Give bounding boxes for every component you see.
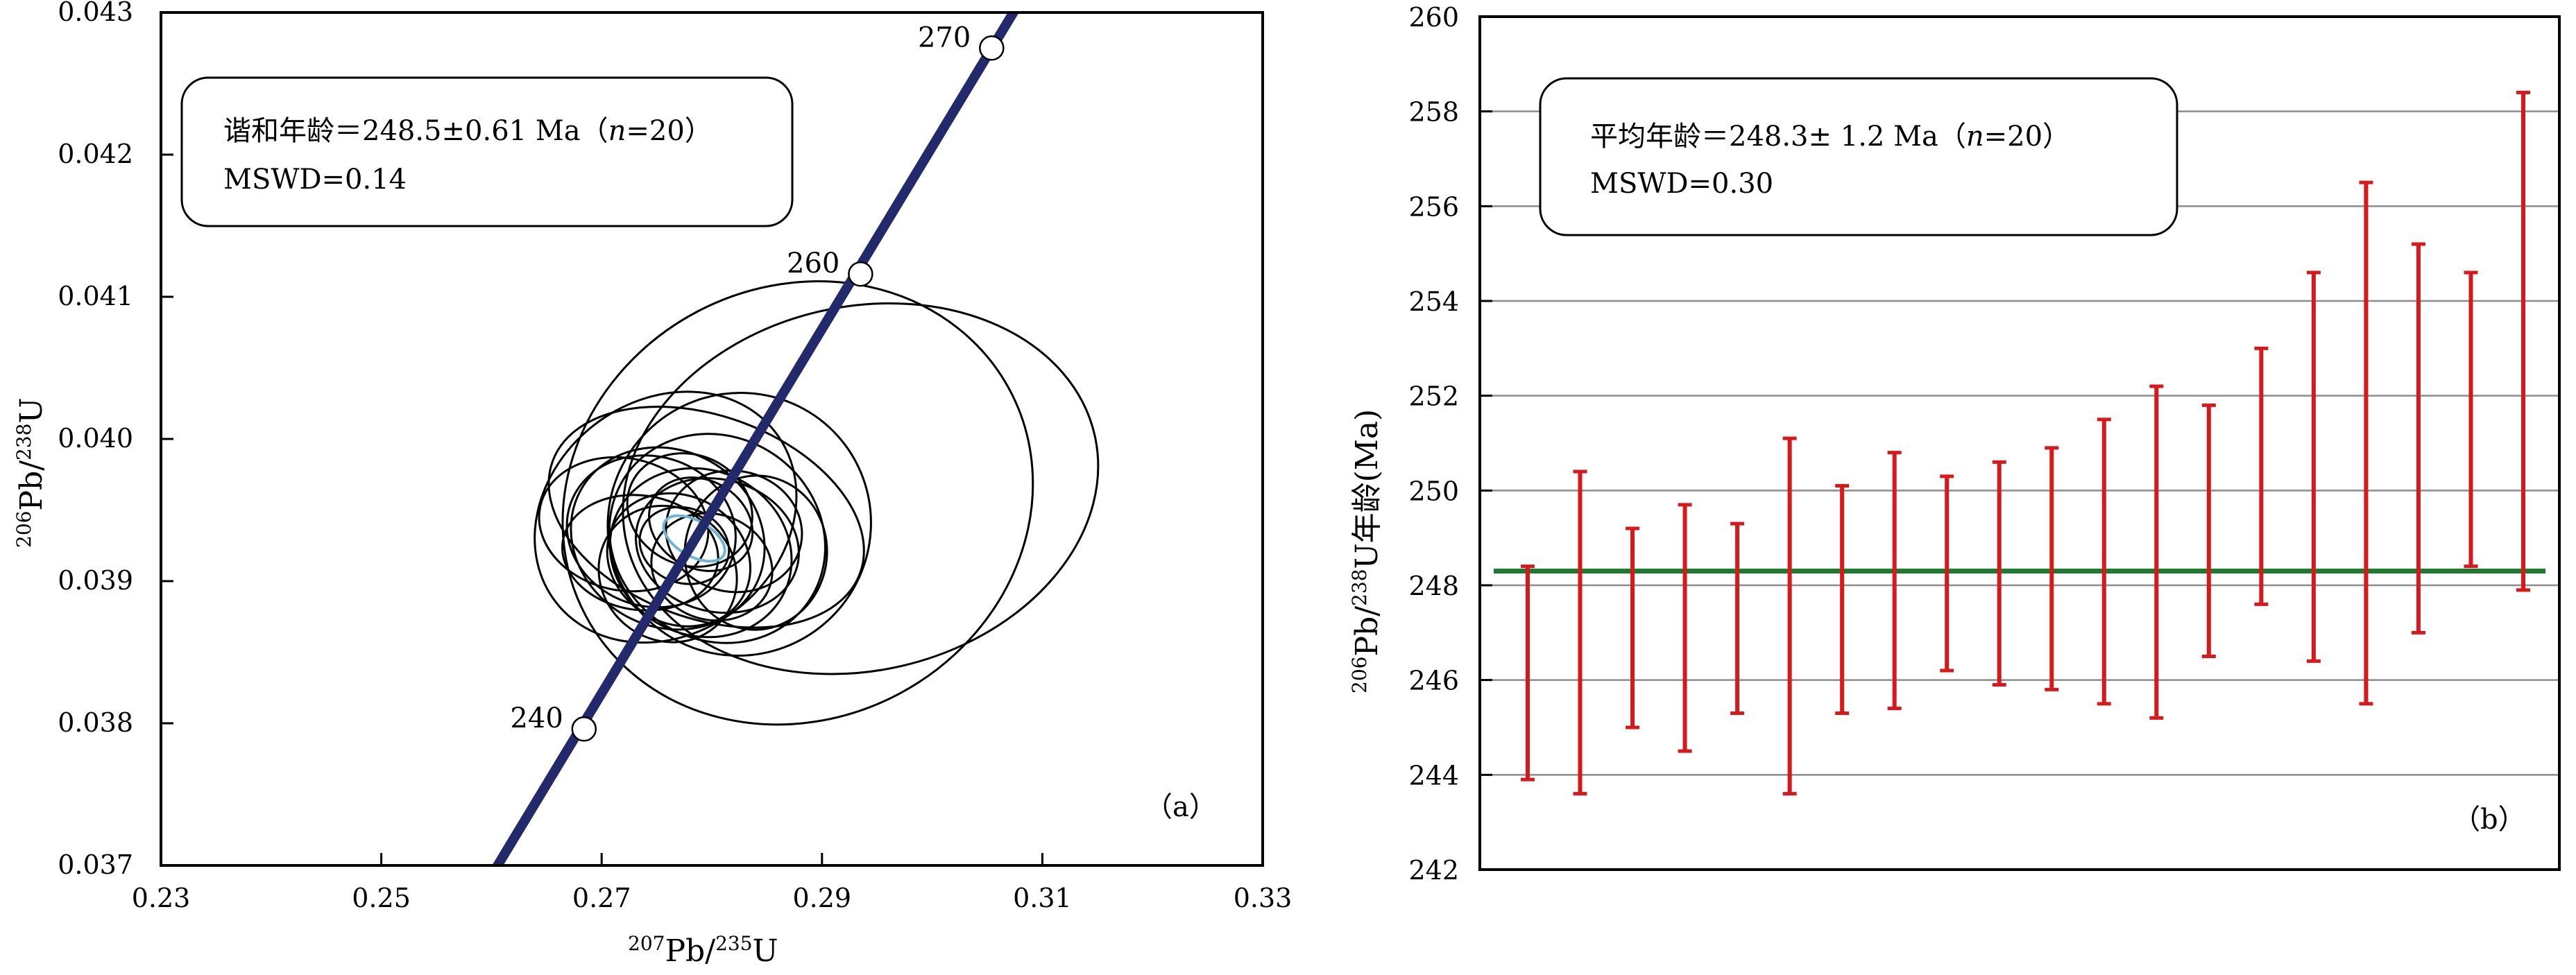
- x-tick-label: 0.27: [572, 883, 631, 913]
- concordia-curve: [492, 12, 1019, 865]
- analysis-ellipse: [570, 446, 766, 631]
- analysis-ellipse: [565, 454, 737, 609]
- error-bar: [2306, 270, 2321, 663]
- x-tick-label: 0.23: [132, 883, 191, 913]
- x-axis-title-a: 207Pb/235U: [628, 932, 778, 969]
- y-ticks-a: 0.037 0.038 0.039 0.040 0.041 0.042 0.043: [58, 0, 173, 880]
- x-tick-label: 0.25: [352, 883, 411, 913]
- analysis-ellipse: [626, 452, 753, 568]
- y-tick-label: 0.043: [58, 0, 133, 27]
- error-bar: [2359, 180, 2373, 706]
- y-tick-label: 0.041: [58, 281, 133, 311]
- y-tick-label: 258: [1408, 97, 1459, 128]
- y-tick-label: 260: [1408, 2, 1459, 33]
- panel-label-b: （b）: [2453, 804, 2526, 836]
- error-bar: [1992, 460, 2006, 687]
- mean-age-text: 平均年龄＝248.3± 1.2 Ma（n=20）: [1590, 121, 2070, 153]
- concordia-panel: 0.037 0.038 0.039 0.040 0.041 0.042 0.043 0.23…: [12, 0, 1292, 969]
- error-bar: [2045, 446, 2059, 691]
- error-bar: [1678, 503, 1692, 753]
- annotation-frame-b: [1539, 77, 2178, 236]
- error-bar: [1940, 474, 1954, 673]
- y-tick-label: 250: [1408, 476, 1459, 506]
- y-tick-label: 246: [1408, 666, 1459, 696]
- analysis-ellipse: [622, 302, 1100, 675]
- y-axis-title-a: 206Pb/238U: [12, 397, 49, 548]
- y-tick-label: 252: [1408, 381, 1459, 412]
- analysis-ellipse: [608, 433, 826, 644]
- error-bar: [1626, 526, 1640, 730]
- analysis-ellipse: [538, 456, 710, 593]
- error-bar: [2254, 346, 2269, 606]
- x-tick-label: 0.33: [1234, 883, 1293, 913]
- concordia-age-marker: [848, 261, 873, 287]
- concordia-age-label: 270: [918, 21, 971, 53]
- analysis-ellipses: [534, 280, 1100, 726]
- plot-frame-b: [1478, 15, 2561, 871]
- y-tick-label: 256: [1408, 191, 1459, 222]
- concordia-age-label: 260: [787, 248, 839, 279]
- y-tick-label: 0.037: [58, 849, 133, 880]
- mean-mswd-text: MSWD=0.30: [1590, 168, 1773, 200]
- y-tick-label: 0.038: [58, 707, 133, 738]
- analysis-ellipse: [561, 280, 1034, 726]
- error-bar: [1887, 451, 1902, 711]
- y-tick-label: 248: [1408, 571, 1459, 601]
- x-tick-label: 0.29: [792, 883, 851, 913]
- error-bar: [1782, 436, 1797, 796]
- error-bar: [2097, 417, 2111, 706]
- concordia-mswd-text: MSWD=0.14: [223, 164, 407, 196]
- concordia-age-label: 240: [510, 702, 563, 734]
- x-ticks-a: 0.23 0.25 0.27 0.29 0.31 0.33: [132, 853, 1293, 913]
- concordia-age-text: 谐和年龄＝248.5±0.61 Ma（n=20）: [223, 115, 713, 147]
- y-tick-label: 244: [1408, 760, 1459, 791]
- concordia-annotation-box: 谐和年龄＝248.5±0.61 Ma（n=20） MSWD=0.14: [180, 76, 794, 227]
- y-tick-label: 0.040: [58, 423, 133, 454]
- analysis-ellipse: [597, 504, 738, 644]
- panel-label-a: （a）: [1145, 791, 1217, 823]
- error-bar: [2516, 90, 2530, 592]
- error-bar: [1521, 564, 1535, 782]
- error-bar: [1730, 521, 1745, 715]
- error-bar: [2464, 270, 2478, 569]
- y-tick-label: 0.042: [58, 139, 133, 169]
- y-ticks-b: 242 244 246 248 250 252 254 256 258 260: [1408, 2, 1492, 886]
- annotation-frame-a: [180, 76, 794, 227]
- x-tick-label: 0.31: [1013, 883, 1072, 913]
- weighted-mean-panel: 242 244 246 248 250 252 254 256 258 260 平均年龄＝248.…: [1348, 2, 2561, 886]
- concordia-age-marker: [979, 35, 1005, 61]
- y-tick-label: 242: [1408, 855, 1459, 886]
- concordia-age-marker: [571, 716, 597, 742]
- concordia-age-labels: 240 260 270: [510, 21, 971, 734]
- age-error-bars: [1521, 90, 2530, 796]
- error-bar: [1835, 484, 1850, 715]
- error-bar: [1573, 469, 1587, 796]
- y-tick-label: 0.039: [58, 565, 133, 596]
- error-bar: [2149, 384, 2164, 720]
- analysis-ellipse: [650, 512, 774, 622]
- y-axis-title-b: 206Pb/238U年龄(Ma): [1348, 409, 1385, 693]
- error-bar: [2411, 242, 2425, 635]
- mean-annotation-box: 平均年龄＝248.3± 1.2 Ma（n=20） MSWD=0.30: [1539, 77, 2178, 236]
- y-tick-label: 254: [1408, 286, 1459, 317]
- error-bar: [2201, 403, 2216, 658]
